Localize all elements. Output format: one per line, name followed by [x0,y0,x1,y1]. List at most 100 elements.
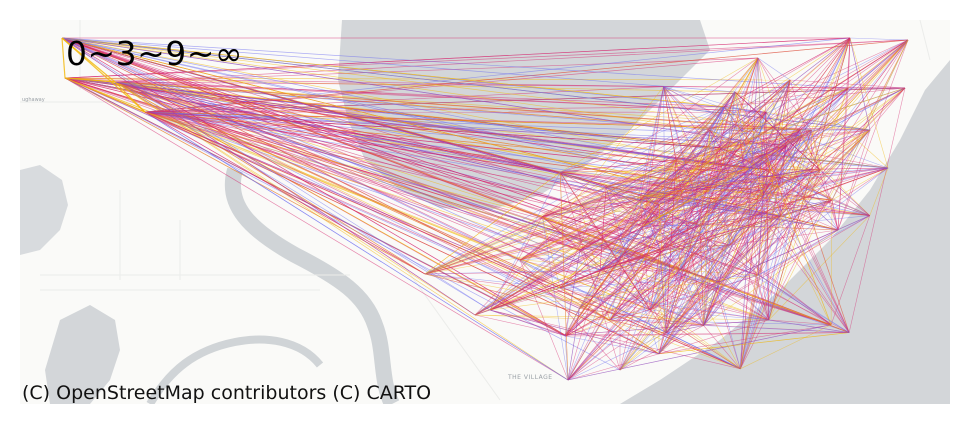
network-edge [639,111,767,201]
network-edge [565,319,611,337]
network-edge [831,199,839,231]
network-edge [649,199,833,311]
network-edge [61,37,146,113]
network-edge [564,153,767,336]
network-edge [61,37,724,108]
network-edge [114,81,812,131]
network-edge [542,57,759,217]
network-edge [643,39,909,227]
network-edge [579,204,651,311]
network-edge [679,129,801,271]
network-edge [847,39,909,89]
network-edge [703,325,741,369]
network-edge [663,86,721,283]
network-edge [424,273,704,326]
network-edge [609,319,666,334]
network-edge [474,314,611,321]
network-edge [605,186,721,283]
network-edge [560,171,701,226]
network-edge [606,186,711,191]
network-edge [643,168,750,227]
network-edge [720,79,791,149]
network-edge [739,139,787,146]
network-edge [606,167,889,188]
network-edge [519,259,569,381]
network-edge [605,186,661,251]
network-edge [489,274,759,311]
network-edge [768,87,849,321]
network-edge [675,129,711,161]
network-edge [734,91,821,171]
network-edge [665,281,721,334]
network-edge [559,172,666,334]
network-edge [144,39,909,113]
network-map[interactable] [20,20,950,404]
network-edge [424,195,646,275]
network-edge [757,57,767,113]
network-edge [144,111,802,137]
network-edge [61,37,711,131]
network-edge [609,112,767,321]
network-edge [659,244,731,251]
network-edge [849,37,889,169]
network-edge [424,129,711,275]
network-edge [768,37,851,321]
network-edge [639,86,664,201]
network-edge [542,37,851,217]
network-edge [61,37,566,336]
network-edge [579,244,731,251]
network-edge [665,215,870,334]
river [224,167,400,404]
network-edge [789,79,839,231]
network-edge [665,87,906,334]
network-edge [765,79,791,154]
network-edge [489,139,741,311]
network-edge [665,325,704,334]
network-edge [642,159,677,227]
network-edge [114,81,660,355]
network-edge [144,111,711,191]
network-edge [567,169,812,381]
network-edge [560,171,641,201]
network-edge [474,195,763,316]
network-edge [665,129,812,334]
network-edge [609,319,741,370]
network-edge [642,86,664,227]
network-edge [424,186,607,275]
network-edge [780,129,871,179]
network-edge [474,314,769,321]
network-edge [849,37,871,131]
network-edge [64,77,569,381]
network-edge [424,106,725,275]
network-edge [709,57,759,191]
network-edge [699,224,832,325]
network-edge [567,195,646,381]
network-edge [643,215,781,227]
network-edge [560,111,767,173]
network-edge [424,273,611,321]
network-edge [567,333,666,381]
network-edge [830,215,871,325]
network-edge [729,57,759,246]
network-edge [768,319,832,326]
network-edge [61,37,66,79]
network-edge [489,216,543,311]
network-edge [567,244,731,381]
network-edge [424,195,763,275]
network-edge [61,37,491,311]
network-edge [114,57,759,83]
network-edge [765,112,770,320]
network-edge [837,39,909,231]
map-canvas[interactable]: 0~3~9~∞ THE VILLAGE ughaway (C) OpenStre… [20,20,950,404]
network-edge [489,169,812,311]
network-edge [565,249,581,337]
network-edge [579,204,660,251]
network-edge [658,319,769,355]
network-edge [144,111,741,370]
network-edge [659,169,771,251]
network-edge [703,79,791,326]
network-edge [489,106,725,311]
network-edge [786,145,850,333]
network-edge [474,199,641,316]
network-edge [559,287,850,333]
